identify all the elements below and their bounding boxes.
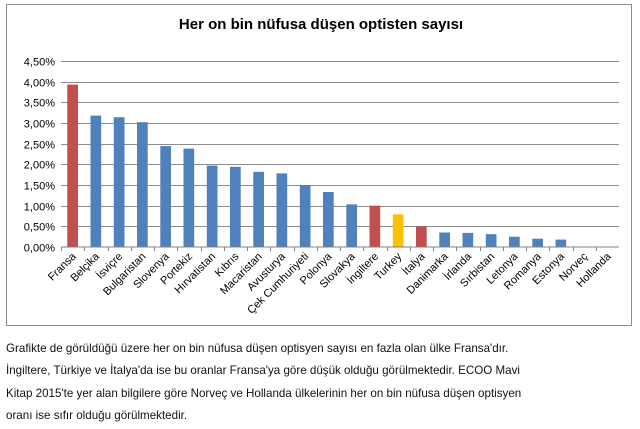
bar-2 xyxy=(113,117,125,247)
bar-17 xyxy=(462,232,474,247)
caption-line: Kitap 2015'te yer alan bilgilere göre No… xyxy=(6,386,522,400)
bar-12 xyxy=(346,204,357,247)
chart-title: Her on bin nüfusa düşen optisten sayısı xyxy=(179,16,463,33)
y-tick-label: 4,00% xyxy=(24,78,55,90)
y-tick-label: 3,50% xyxy=(24,98,55,110)
bar-1 xyxy=(90,115,102,247)
bar-20 xyxy=(532,238,543,247)
y-tick-label: 0,50% xyxy=(24,222,55,234)
caption-line: Grafikte de görüldüğü üzere her on bin n… xyxy=(6,342,509,355)
y-tick-label: 2,00% xyxy=(24,160,55,172)
bar-15 xyxy=(416,226,427,247)
caption-line: oranı ise sıfır olduğu görülmektedir. xyxy=(6,408,188,422)
bar-5 xyxy=(183,148,195,247)
bar-11 xyxy=(323,192,334,247)
bar-3 xyxy=(137,122,148,247)
bar-8 xyxy=(253,171,264,247)
y-tick-label: 4,50% xyxy=(24,57,55,69)
bar-10 xyxy=(299,185,311,247)
caption-paragraph: Grafikte de görüldüğü üzere her on bin n… xyxy=(6,338,634,427)
bar-14 xyxy=(392,214,404,247)
bar-19 xyxy=(509,236,520,247)
y-axis-ticks: 0,00% 0,50% 1,00% 1,50% 2,00% 2,50% 3,00% 3,50%… xyxy=(24,57,55,255)
y-tick-label: 3,00% xyxy=(24,119,55,131)
bar-0 xyxy=(67,84,78,247)
y-tick-label: 2,50% xyxy=(24,140,55,152)
gridlines xyxy=(61,61,619,227)
y-tick-label: 0,00% xyxy=(24,243,55,255)
chart-container: Her on bin nüfusa düşen optisten sayısı … xyxy=(6,4,632,326)
y-tick-label: 1,50% xyxy=(24,181,55,193)
bar-7 xyxy=(230,166,241,247)
bar-4 xyxy=(160,146,171,247)
bar-21 xyxy=(555,239,567,247)
x-axis-ticks: FransaBelçikaİsviçreBulgaristanSlovenyaP… xyxy=(46,247,614,317)
bar-13 xyxy=(369,205,381,247)
bar-9 xyxy=(276,173,288,247)
bars xyxy=(67,84,567,247)
bar-6 xyxy=(206,165,218,247)
caption-line: İngiltere, Türkiye ve İtalya'da ise bu o… xyxy=(6,364,520,378)
x-tick-label: Turkey xyxy=(372,250,404,282)
bar-16 xyxy=(439,232,450,247)
bar-18 xyxy=(485,234,497,247)
bar-chart: Her on bin nüfusa düşen optisten sayısı … xyxy=(24,16,619,317)
y-tick-label: 1,00% xyxy=(24,202,55,214)
